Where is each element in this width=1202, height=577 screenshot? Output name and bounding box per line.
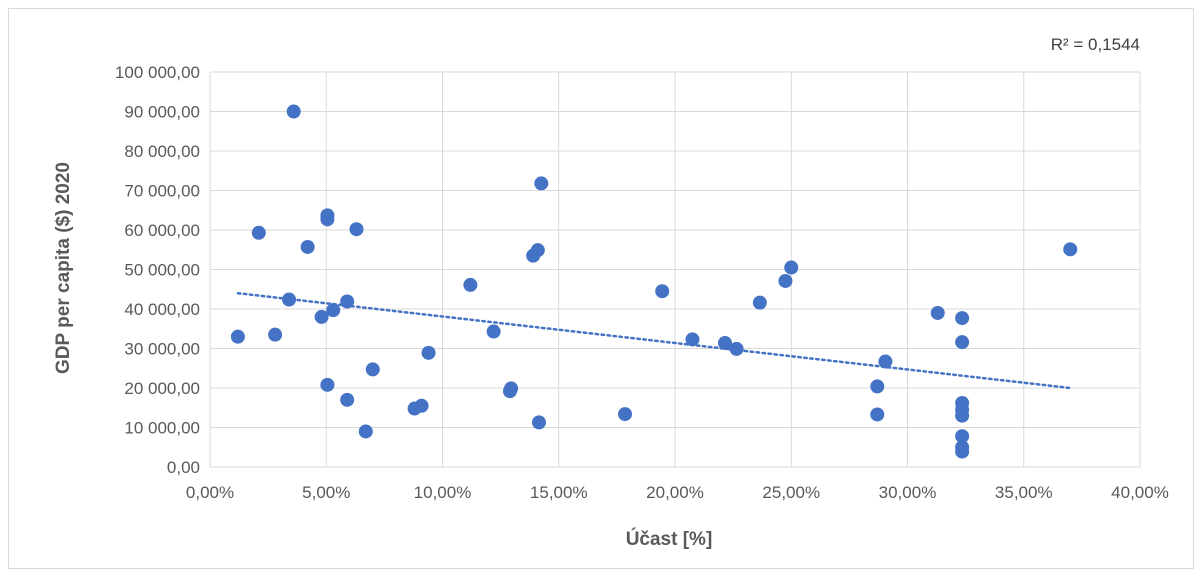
data-point (618, 407, 633, 422)
y-tick-label: 80 000,00 (124, 142, 200, 161)
data-point (878, 354, 893, 369)
data-point (349, 222, 364, 237)
data-point (421, 345, 436, 360)
data-point (752, 295, 767, 310)
y-tick-labels: 0,00 10 000,00 20 000,00 30 000,00 40 000,00… (115, 63, 200, 477)
x-tick-label: 20,00% (646, 483, 704, 502)
data-point (955, 429, 970, 444)
data-point (870, 407, 885, 422)
data-points (230, 104, 1078, 459)
data-point (320, 212, 335, 227)
data-point (531, 415, 546, 430)
data-point (340, 392, 355, 407)
x-tick-label: 35,00% (995, 483, 1053, 502)
trendline (236, 291, 1072, 390)
data-point (282, 292, 297, 307)
data-point (534, 176, 549, 191)
y-tick-label: 60 000,00 (124, 221, 200, 240)
y-tick-label: 40 000,00 (124, 300, 200, 319)
x-tick-label: 0,00% (186, 483, 234, 502)
data-point (729, 341, 744, 356)
data-point (230, 329, 245, 344)
x-tick-label: 40,00% (1111, 483, 1169, 502)
x-tick-labels: 0,00% 5,00% 10,00% 15,00% 20,00% 25,00% 30,00%… (186, 483, 1169, 502)
data-point (930, 305, 945, 320)
data-point (286, 104, 301, 119)
chart-frame (8, 8, 1194, 569)
data-point (955, 444, 970, 459)
x-tick-label: 10,00% (414, 483, 472, 502)
data-point (251, 225, 266, 240)
y-tick-label: 30 000,00 (124, 340, 200, 359)
data-point (365, 362, 380, 377)
data-point (414, 398, 429, 413)
data-point (717, 335, 732, 350)
data-point (300, 239, 315, 254)
data-point (268, 327, 283, 342)
data-point (530, 243, 545, 258)
x-tick-label: 15,00% (530, 483, 588, 502)
data-point (504, 381, 519, 396)
x-axis-title: Účast [%] (626, 528, 713, 550)
r-squared-annotation: R² = 0,1544 (1051, 35, 1140, 54)
y-tick-label: 0,00 (167, 458, 200, 477)
data-point (1063, 242, 1078, 257)
data-point (358, 424, 373, 439)
x-tick-label: 5,00% (302, 483, 350, 502)
y-tick-label: 90 000,00 (124, 103, 200, 122)
y-tick-label: 70 000,00 (124, 182, 200, 201)
data-point (340, 294, 355, 309)
x-tick-label: 25,00% (762, 483, 820, 502)
data-point (463, 277, 478, 292)
data-point (955, 335, 970, 350)
data-point (486, 324, 501, 339)
data-point (955, 408, 970, 423)
data-point (314, 309, 329, 324)
y-tick-label: 50 000,00 (124, 261, 200, 280)
y-axis-title: GDP per capita ($) 2020 (53, 162, 74, 374)
data-point (655, 284, 670, 299)
y-tick-label: 100 000,00 (115, 63, 200, 82)
data-point (320, 377, 335, 392)
y-tick-label: 20 000,00 (124, 379, 200, 398)
data-point (955, 311, 970, 326)
data-point (685, 332, 700, 347)
y-tick-label: 10 000,00 (124, 419, 200, 438)
data-point (326, 303, 341, 318)
x-tick-label: 30,00% (879, 483, 937, 502)
data-point (870, 379, 885, 394)
data-point (778, 273, 793, 288)
gridlines (209, 71, 1141, 468)
data-point (784, 260, 799, 275)
